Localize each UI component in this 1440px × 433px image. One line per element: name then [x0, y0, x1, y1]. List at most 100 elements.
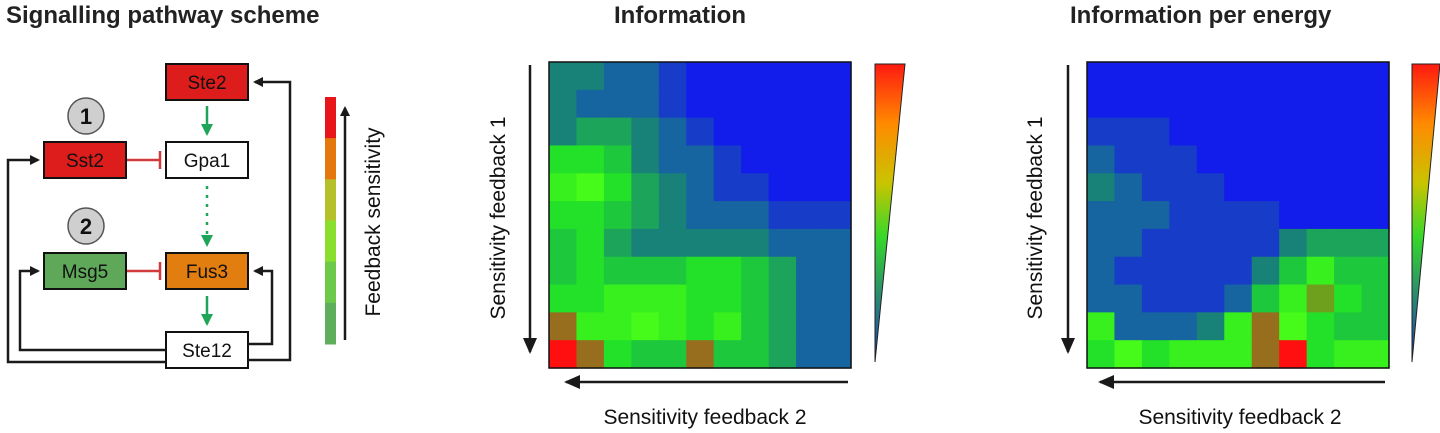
- heatmap-cell: [1361, 62, 1390, 91]
- heatmap-cell: [1279, 284, 1308, 313]
- marker-1-label: 1: [80, 104, 92, 129]
- heatmap-cell: [768, 228, 797, 258]
- heatmap-cell: [1334, 340, 1363, 369]
- heatmap-cell: [549, 89, 578, 119]
- heatmap-cell: [713, 284, 742, 313]
- heatmap-cell: [1196, 228, 1225, 258]
- heatmap-cell: [549, 228, 578, 258]
- node-gpa1-label: Gpa1: [184, 151, 230, 172]
- heatmap-cell: [823, 284, 852, 313]
- heatmap-cell: [741, 256, 770, 286]
- node-gpa1: Gpa1: [165, 141, 249, 179]
- heatmap-cell: [658, 284, 687, 313]
- heatmap-cell: [1087, 173, 1116, 202]
- heatmap-cell: [1361, 89, 1390, 119]
- heatmap-cell: [576, 256, 605, 286]
- heatmap-cell: [549, 173, 578, 202]
- x-axis-label-info-per-energy: Sensitivity feedback 2: [1138, 406, 1341, 429]
- heatmap-cell: [1141, 228, 1170, 258]
- heatmap-cell: [658, 62, 687, 91]
- heatmap-cell: [1334, 312, 1363, 341]
- heatmap-cell: [768, 117, 797, 147]
- heatmap-cell: [1361, 312, 1390, 341]
- heatmap-cell: [1114, 284, 1143, 313]
- node-ste2: Ste2: [165, 63, 249, 101]
- heatmap-cell: [686, 201, 715, 230]
- heatmap-cell: [1141, 62, 1170, 91]
- heatmap-cell: [1306, 312, 1335, 341]
- heatmap-cell: [1169, 117, 1198, 147]
- heatmap-cell: [1196, 340, 1225, 369]
- heatmap-cell: [1361, 340, 1390, 369]
- heatmap-cell: [1114, 117, 1143, 147]
- heatmap-cell: [823, 89, 852, 119]
- heatmap-cell: [658, 340, 687, 369]
- heatmap-cell: [549, 62, 578, 91]
- heatmap-cell: [1251, 201, 1280, 230]
- heatmap-cell: [823, 256, 852, 286]
- heatmap-cell: [1279, 145, 1308, 174]
- heatmap-cell: [713, 117, 742, 147]
- heatmap-cell: [1361, 228, 1390, 258]
- heatmap-cell: [1141, 145, 1170, 174]
- heatmap-cell: [768, 340, 797, 369]
- heatmap-cell: [1114, 340, 1143, 369]
- heatmap-cell: [576, 201, 605, 230]
- heatmap-cell: [1114, 62, 1143, 91]
- heatmap-cell: [741, 173, 770, 202]
- heatmap-cell: [1251, 228, 1280, 258]
- heatmap-cell: [741, 284, 770, 313]
- heatmap-cell: [796, 62, 825, 91]
- feedback-ste12-ste2: [248, 77, 292, 362]
- heatmap-cell: [576, 284, 605, 313]
- heatmap-cell: [796, 117, 825, 147]
- heatmap-cell: [1361, 173, 1390, 202]
- feedback-sensitivity-label: Feedback sensitivity: [362, 127, 385, 317]
- heatmap-cell: [1087, 62, 1116, 91]
- node-fus3-label: Fus3: [186, 262, 228, 283]
- heatmap-cell: [1141, 312, 1170, 341]
- node-msg5: Msg5: [43, 252, 127, 290]
- heatmap-cell: [1087, 312, 1116, 341]
- heatmap-cell: [1306, 340, 1335, 369]
- heatmap-cell: [1141, 89, 1170, 119]
- heatmap-cell: [1114, 173, 1143, 202]
- sensitivity-scale-segment: [325, 97, 336, 139]
- heatmap-cell: [1196, 173, 1225, 202]
- heatmap-cell: [1251, 312, 1280, 341]
- heatmap-cell: [741, 312, 770, 341]
- heatmap-cell: [823, 201, 852, 230]
- node-fus3: Fus3: [165, 252, 249, 290]
- heatmap-cell: [1334, 89, 1363, 119]
- heatmap-cell: [603, 228, 632, 258]
- heatmap-cell: [576, 340, 605, 369]
- heatmap-cell: [686, 228, 715, 258]
- heatmap-cell: [1169, 62, 1198, 91]
- heatmap-cell: [631, 340, 660, 369]
- feedback-sensitivity-scale: [325, 97, 336, 345]
- heatmap-cell: [576, 62, 605, 91]
- heatmap-cell: [796, 340, 825, 369]
- heatmap-cell: [1334, 117, 1363, 147]
- heatmap-cell: [1196, 145, 1225, 174]
- heatmap-cell: [1224, 145, 1253, 174]
- heatmap-cell: [1224, 62, 1253, 91]
- heatmap-cell: [823, 62, 852, 91]
- heatmap-cell: [686, 117, 715, 147]
- heatmap-cell: [1224, 284, 1253, 313]
- node-sst2: Sst2: [43, 141, 127, 179]
- heatmap-cell: [823, 228, 852, 258]
- node-ste12-label: Ste12: [182, 341, 232, 362]
- heatmap-cell: [658, 89, 687, 119]
- heatmap-cell: [741, 201, 770, 230]
- heatmap-cell: [1279, 173, 1308, 202]
- heatmap-cell: [1279, 228, 1308, 258]
- heatmap-cell: [603, 340, 632, 369]
- heatmap-cell: [658, 312, 687, 341]
- heatmap-cell: [796, 312, 825, 341]
- heatmap-cell: [1334, 228, 1363, 258]
- heatmap-cell: [768, 312, 797, 341]
- feedback-ste12-msg5: [18, 266, 166, 352]
- heatmap-cell: [1279, 117, 1308, 147]
